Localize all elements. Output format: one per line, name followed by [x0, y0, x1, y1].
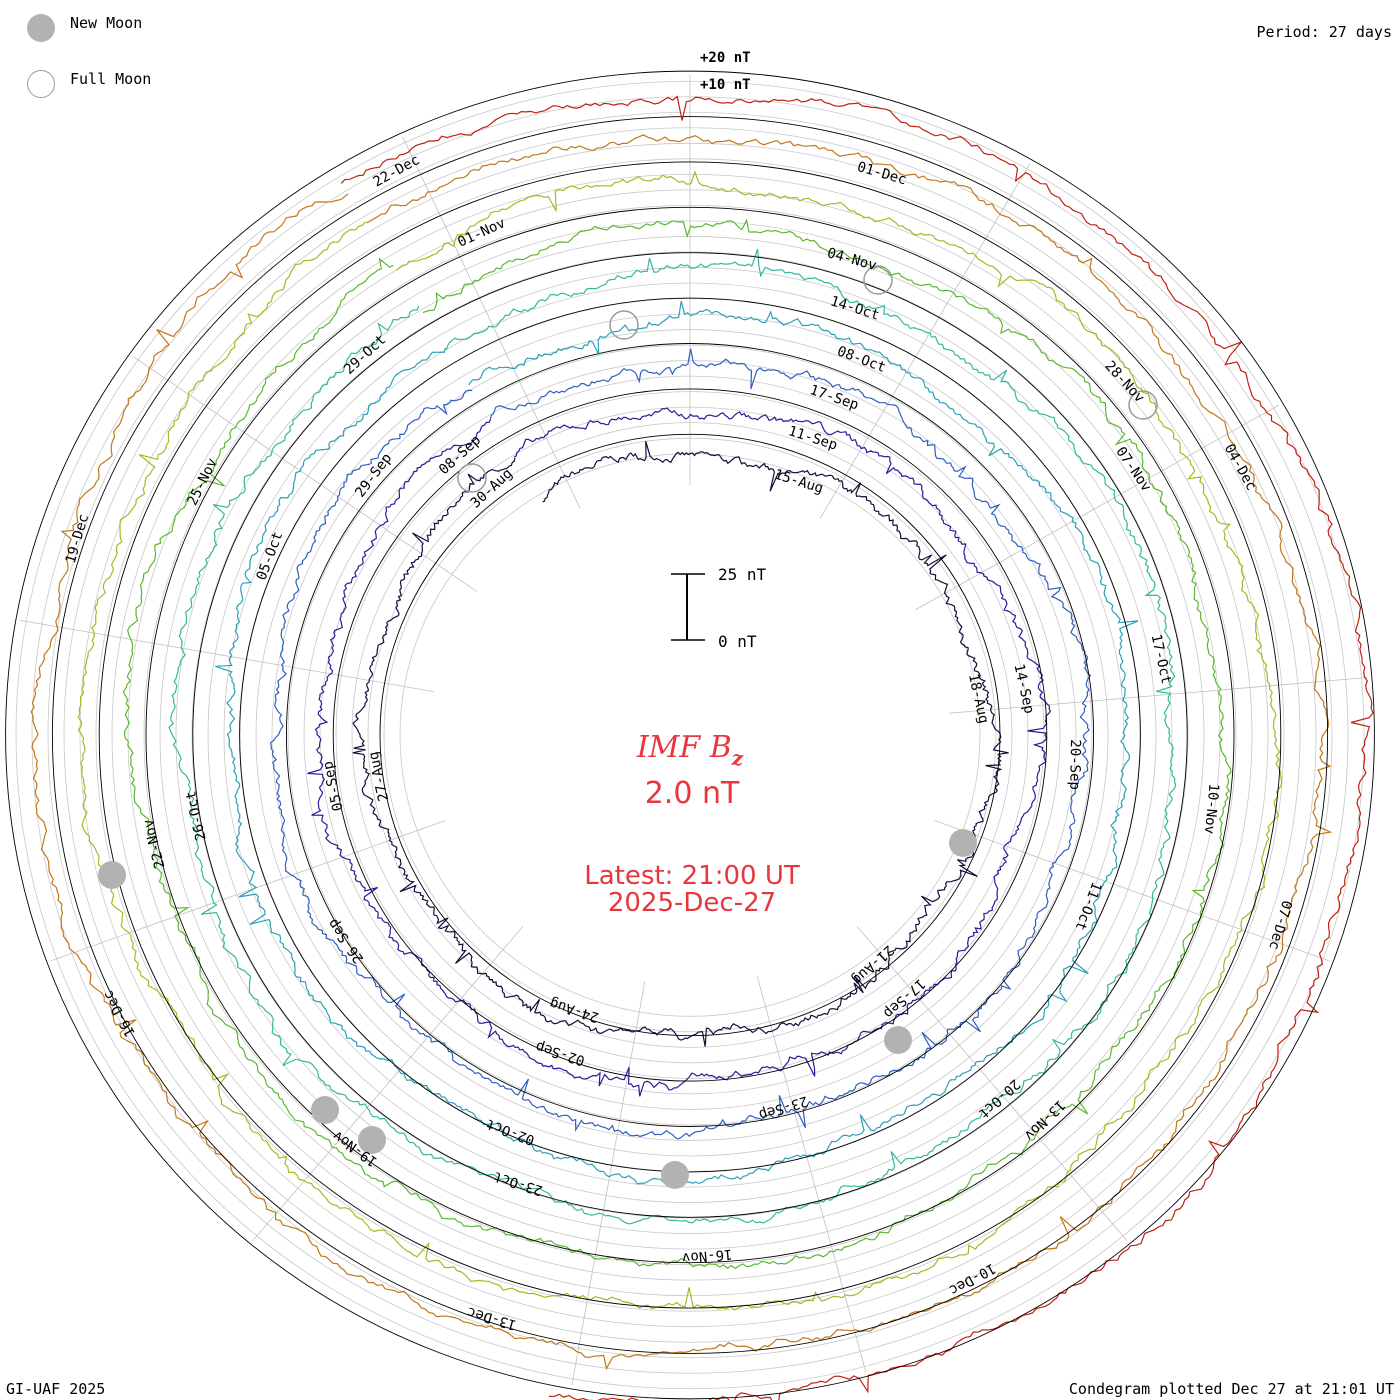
date-label: 29-Sep	[352, 450, 395, 500]
date-label: 10-Nov	[1201, 783, 1222, 835]
legend-new-moon-icon	[27, 14, 55, 42]
scale-bar-top-label: 25 nT	[718, 565, 767, 584]
date-label: 22-Nov	[140, 817, 168, 870]
full-moon-marker	[863, 265, 893, 295]
center-value: 2.0 nT	[645, 776, 740, 811]
date-label: 05-Oct	[254, 530, 287, 583]
date-label: 02-Oct	[484, 1115, 537, 1148]
date-label: 17-Sep	[808, 382, 861, 413]
center-latest-time: Latest: 21:00 UT	[584, 861, 800, 891]
date-label: 15-Aug	[772, 467, 825, 497]
credit-label: GI-UAF 2025	[6, 1380, 106, 1398]
new-moon-marker	[884, 1026, 912, 1054]
series-line-5	[168, 249, 1177, 1225]
reference-circle	[145, 206, 1235, 1264]
legend-new-moon-label: New Moon	[70, 14, 143, 32]
center-title-main: IMF B	[636, 730, 732, 765]
scale-bar-bottom-label: 0 nT	[718, 632, 757, 651]
new-moon-marker	[311, 1096, 339, 1124]
ref-label-plus20: +20 nT	[700, 50, 751, 66]
date-label: 13-Nov	[1021, 1097, 1068, 1144]
date-label: 16-Dec	[100, 987, 139, 1039]
radial-spoke	[914, 404, 1280, 611]
date-label: 11-Oct	[1072, 880, 1105, 933]
ref-label-plus10: +10 nT	[700, 77, 751, 93]
series-line-3	[269, 348, 1092, 1140]
date-label: 20-Oct	[975, 1076, 1023, 1122]
radial-spoke	[948, 677, 1368, 714]
date-label: 18-Aug	[965, 672, 992, 725]
date-label: 25-Nov	[184, 456, 220, 509]
full-moon-marker	[457, 463, 487, 493]
series-line-7	[77, 169, 1283, 1311]
reference-circle	[51, 116, 1329, 1354]
plotted-label: Condegram plotted Dec 27 at 21:01 UT	[1068, 1380, 1394, 1398]
radial-spoke	[252, 926, 524, 1241]
date-label: 10-Dec	[946, 1260, 998, 1299]
scale-bar: 25 nT 0 nT	[671, 565, 767, 651]
moon-markers-layer	[98, 265, 1158, 1189]
legend-full-moon-icon	[27, 70, 55, 98]
reference-circle	[239, 297, 1141, 1173]
date-label: 24-Aug	[548, 995, 601, 1025]
radial-spoke	[819, 163, 1031, 519]
full-moon-marker	[609, 310, 639, 340]
date-label: 30-Aug	[468, 466, 516, 512]
date-label: 11-Sep	[786, 423, 839, 453]
radial-spoke	[132, 356, 478, 592]
center-title-subscript: z	[731, 746, 744, 770]
new-moon-marker	[949, 829, 977, 857]
reference-circle	[5, 70, 1375, 1400]
new-moon-marker	[98, 861, 126, 889]
center-title: IMF Bz	[636, 730, 744, 770]
period-label: Period: 27 days	[1256, 23, 1392, 41]
series-line-6	[122, 218, 1232, 1270]
date-label: 23-Sep	[757, 1092, 810, 1122]
radial-spoke	[50, 820, 446, 962]
date-label: 23-Oct	[492, 1168, 545, 1198]
radial-spoke	[934, 820, 1330, 962]
radial-spoke	[571, 981, 646, 1386]
radial-spoke	[402, 136, 581, 509]
date-label: 19-Dec	[63, 512, 92, 565]
date-label: 20-Sep	[1066, 739, 1083, 790]
new-moon-marker	[661, 1161, 689, 1189]
radial-spoke	[20, 619, 435, 692]
reference-circle	[98, 161, 1282, 1309]
date-label: 27-Aug	[366, 750, 393, 803]
radial-spokes	[20, 75, 1368, 1386]
new-moon-marker	[358, 1126, 386, 1154]
date-label: 04-Nov	[825, 245, 878, 274]
data-series-layer	[5, 70, 1375, 1400]
center-latest-date: 2025-Dec-27	[608, 888, 776, 918]
date-label: 04-Dec	[1221, 441, 1260, 493]
series-line-4	[215, 300, 1139, 1186]
series-line-2	[307, 407, 1052, 1097]
reference-circle	[379, 433, 1001, 1037]
radial-spoke	[856, 926, 1128, 1241]
date-label: 13-Dec	[465, 1303, 518, 1332]
reference-circle	[285, 343, 1095, 1127]
date-label: 16-Nov	[681, 1246, 733, 1266]
date-label: 14-Oct	[828, 293, 881, 323]
reference-circle	[192, 252, 1188, 1218]
reference-circle	[332, 388, 1048, 1082]
legend-full-moon-label: Full Moon	[70, 70, 152, 88]
full-moon-marker	[1128, 390, 1158, 420]
series-line-1	[352, 441, 1009, 1047]
radial-spoke	[756, 976, 867, 1373]
date-label: 26-Oct	[183, 789, 210, 842]
series-line-9	[340, 95, 1374, 1400]
